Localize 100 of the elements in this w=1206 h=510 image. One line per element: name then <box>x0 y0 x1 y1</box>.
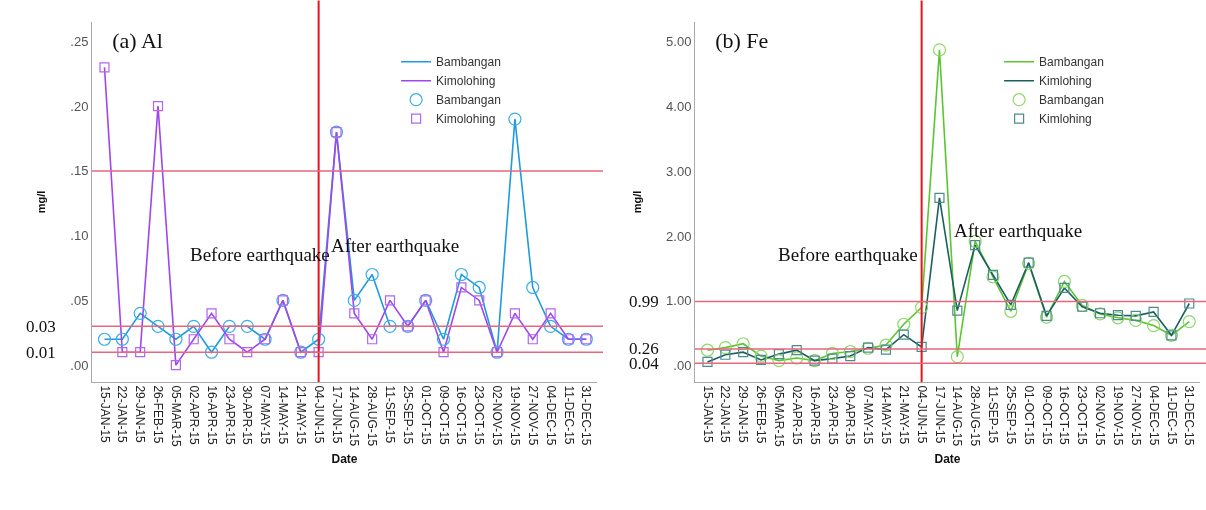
x-tick-label: 30-APR-15 <box>843 385 858 446</box>
x-tick-label: 29-JAN-15 <box>133 385 148 444</box>
point <box>151 319 165 333</box>
x-tick-label: 25-SEP-15 <box>1003 385 1018 445</box>
x-tick-label: 22-JAN-15 <box>718 385 733 444</box>
y-axis-title: mg/l <box>34 190 47 214</box>
point <box>790 351 804 365</box>
x-tick-label: 05-MAR-15 <box>771 385 786 448</box>
y-tick-label: .05 <box>70 292 89 308</box>
x-tick-label: 25-SEP-15 <box>400 385 415 445</box>
point <box>1130 310 1141 321</box>
point <box>312 332 326 346</box>
y-tick-label: 5.00 <box>666 34 692 50</box>
point <box>1129 313 1143 327</box>
point <box>915 300 929 314</box>
point <box>934 192 945 203</box>
x-tick-label: 21-MAY-15 <box>896 385 911 445</box>
x-tick-label: 11-SEP-15 <box>383 385 398 444</box>
y-tick-label: 1.00 <box>666 293 692 309</box>
point <box>845 350 856 362</box>
ref-line-label: 0.01 <box>26 343 56 362</box>
x-tick-label: 22-JAN-15 <box>115 385 130 444</box>
point <box>347 293 361 308</box>
x-tick-label: 09-OCT-15 <box>436 385 451 446</box>
x-tick-label: 23-OCT-15 <box>472 385 487 446</box>
point <box>772 353 786 368</box>
point <box>117 347 128 358</box>
point <box>508 112 522 126</box>
x-tick-label: 16-OCT-15 <box>1057 385 1072 446</box>
x-tick-label: 01-OCT-15 <box>1021 385 1036 446</box>
y-tick-label: .25 <box>70 33 89 49</box>
x-tick-label: 31-DEC-15 <box>579 385 594 446</box>
x-tick-label: 15-JAN-15 <box>97 385 112 444</box>
legend-label: Bambangan <box>436 93 501 108</box>
point <box>456 282 467 293</box>
point <box>916 341 927 353</box>
point <box>879 338 893 352</box>
x-tick-label: 23-APR-15 <box>825 385 840 446</box>
point <box>897 317 911 331</box>
point <box>349 308 360 319</box>
legend-label: Bambangan <box>1039 93 1104 108</box>
point <box>1148 306 1159 318</box>
y-tick-label: 4.00 <box>666 98 692 114</box>
point <box>224 334 235 345</box>
y-tick-label: .10 <box>70 228 89 244</box>
point <box>438 347 449 358</box>
annotation: After earthquake <box>954 220 1083 241</box>
point <box>700 343 715 357</box>
point <box>738 347 749 358</box>
point <box>1005 299 1016 310</box>
legend-label: Bambangan <box>436 55 501 70</box>
y-tick-label: .20 <box>70 98 89 114</box>
point <box>898 329 909 340</box>
point <box>242 347 253 358</box>
point <box>1059 282 1070 294</box>
y-tick-label: 2.00 <box>666 228 692 244</box>
point <box>970 240 981 251</box>
point <box>472 280 486 295</box>
point <box>843 344 857 359</box>
point <box>436 332 451 346</box>
point <box>474 295 485 306</box>
x-tick-label: 04-JUN-15 <box>311 385 326 444</box>
x-tick-label: 19-NOV-15 <box>508 385 523 446</box>
annotation: Before earthquake <box>778 244 918 265</box>
point <box>365 267 379 282</box>
x-tick-label: 17-JUN-15 <box>329 385 344 444</box>
x-tick-label: 26-FEB-15 <box>151 385 166 444</box>
point <box>880 344 892 355</box>
x-tick-label: 02-NOV-15 <box>490 385 505 446</box>
point <box>188 334 199 345</box>
x-tick-label: 30-APR-15 <box>240 385 255 446</box>
x-tick-label: 17-JUN-15 <box>932 385 947 444</box>
point <box>932 43 947 57</box>
point <box>950 350 964 364</box>
chart-title: (b) Fe <box>715 28 769 54</box>
point <box>313 347 324 358</box>
x-tick-label: 02-APR-15 <box>186 385 201 446</box>
point <box>825 346 839 361</box>
x-tick-label: 16-APR-15 <box>204 385 219 446</box>
point <box>545 308 556 319</box>
point <box>544 319 558 333</box>
x-tick-label: 11-DEC-15 <box>561 385 576 445</box>
x-tick-label: 11-SEP-15 <box>986 385 1001 444</box>
x-tick-label: 04-DEC-15 <box>1146 385 1161 446</box>
x-tick-label: 23-OCT-15 <box>1075 385 1090 446</box>
point <box>1004 304 1018 318</box>
point <box>367 334 378 345</box>
legend-label: Kimlohing <box>1039 74 1092 89</box>
point <box>702 356 713 367</box>
x-tick-label: 14-AUG-15 <box>950 385 965 447</box>
x-tick-label: 21-MAY-15 <box>293 385 308 445</box>
x-tick-label: 04-DEC-15 <box>543 385 558 446</box>
x-tick-label: 14-MAY-15 <box>879 385 894 445</box>
x-tick-label: 14-AUG-15 <box>347 385 362 447</box>
y-tick-label: 3.00 <box>666 163 692 179</box>
legend-label: Kimolohing <box>436 74 496 89</box>
point <box>509 308 521 319</box>
point <box>827 353 838 364</box>
point <box>454 267 468 282</box>
point <box>1182 315 1196 329</box>
